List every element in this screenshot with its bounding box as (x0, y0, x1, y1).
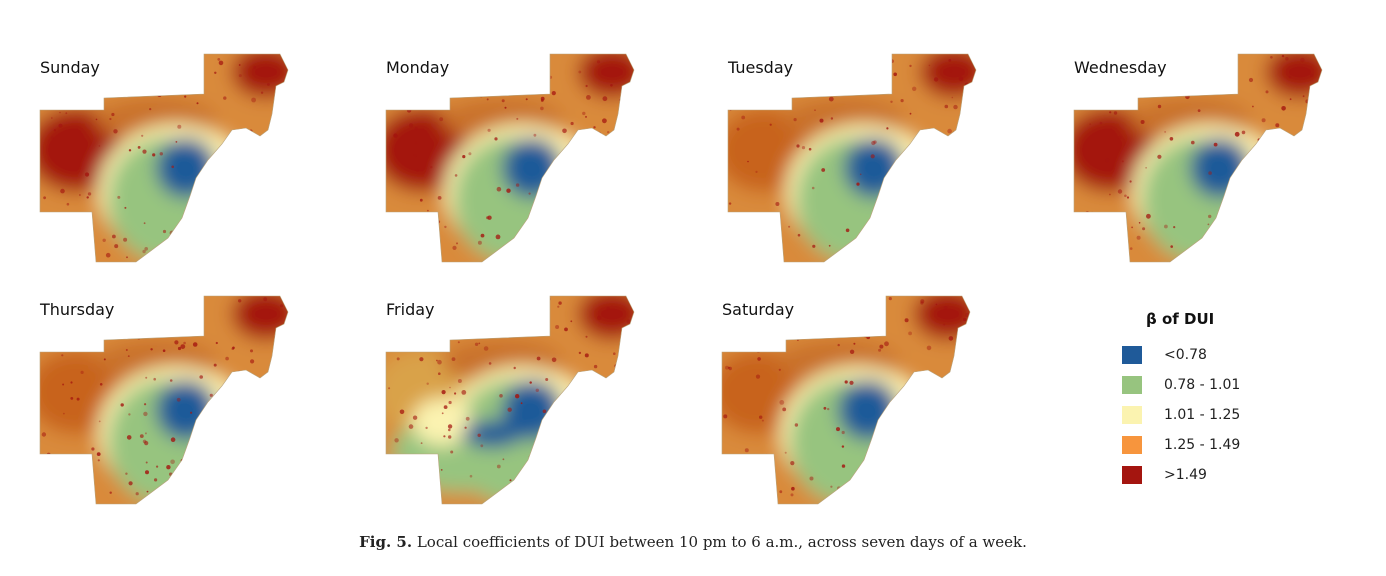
legend-item: 1.01 - 1.25 (1122, 406, 1282, 426)
legend-swatch (1122, 406, 1142, 424)
legend: β of DUI <0.78 0.78 - 1.01 1.01 - 1.25 1… (1116, 306, 1286, 496)
legend-title: β of DUI (1146, 310, 1215, 328)
figure-label: Fig. 5. (359, 533, 413, 551)
choropleth-map (385, 53, 635, 263)
legend-swatch (1122, 436, 1142, 454)
day-label: Wednesday (1074, 58, 1167, 77)
choropleth-map (39, 295, 289, 505)
map-panel-tuesday: Tuesday (724, 50, 1024, 290)
day-label: Thursday (40, 300, 115, 319)
legend-item: 0.78 - 1.01 (1122, 376, 1282, 396)
day-label: Friday (386, 300, 435, 319)
legend-label: 1.01 - 1.25 (1164, 407, 1241, 423)
map-panel-thursday: Thursday (36, 292, 336, 532)
legend-item: >1.49 (1122, 466, 1282, 486)
legend-label: 0.78 - 1.01 (1164, 377, 1241, 393)
day-label: Sunday (40, 58, 100, 77)
day-label: Saturday (722, 300, 795, 319)
figure-caption: Fig. 5. Local coefficients of DUI betwee… (0, 533, 1386, 551)
legend-swatch (1122, 346, 1142, 364)
map-panel-wednesday: Wednesday (1070, 50, 1370, 290)
choropleth-map (39, 53, 289, 263)
choropleth-map (385, 295, 635, 505)
map-panel-sunday: Sunday (36, 50, 336, 290)
day-label: Monday (386, 58, 450, 77)
map-panel-saturday: Saturday (718, 292, 1018, 532)
map-panel-friday: Friday (382, 292, 682, 532)
map-panel-monday: Monday (382, 50, 682, 290)
legend-swatch (1122, 376, 1142, 394)
legend-label: <0.78 (1164, 347, 1207, 363)
choropleth-map (721, 295, 971, 505)
legend-swatch (1122, 466, 1142, 484)
choropleth-map (1073, 53, 1323, 263)
legend-label: >1.49 (1164, 467, 1207, 483)
choropleth-map (727, 53, 977, 263)
legend-item: <0.78 (1122, 346, 1282, 366)
caption-text: Local coefficients of DUI between 10 pm … (416, 533, 1027, 551)
legend-item: 1.25 - 1.49 (1122, 436, 1282, 456)
day-label: Tuesday (728, 58, 794, 77)
legend-label: 1.25 - 1.49 (1164, 437, 1241, 453)
